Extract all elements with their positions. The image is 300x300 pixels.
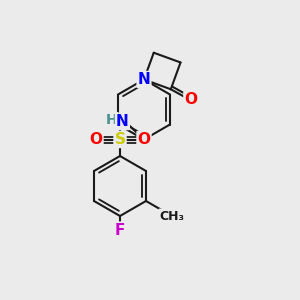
Text: F: F <box>115 223 125 238</box>
Text: CH₃: CH₃ <box>160 209 184 223</box>
Text: O: O <box>89 132 103 147</box>
Text: O: O <box>184 92 197 107</box>
Text: H: H <box>106 113 117 127</box>
Text: O: O <box>137 132 151 147</box>
Text: N: N <box>138 72 150 87</box>
Text: S: S <box>115 132 125 147</box>
Text: N: N <box>116 114 129 129</box>
